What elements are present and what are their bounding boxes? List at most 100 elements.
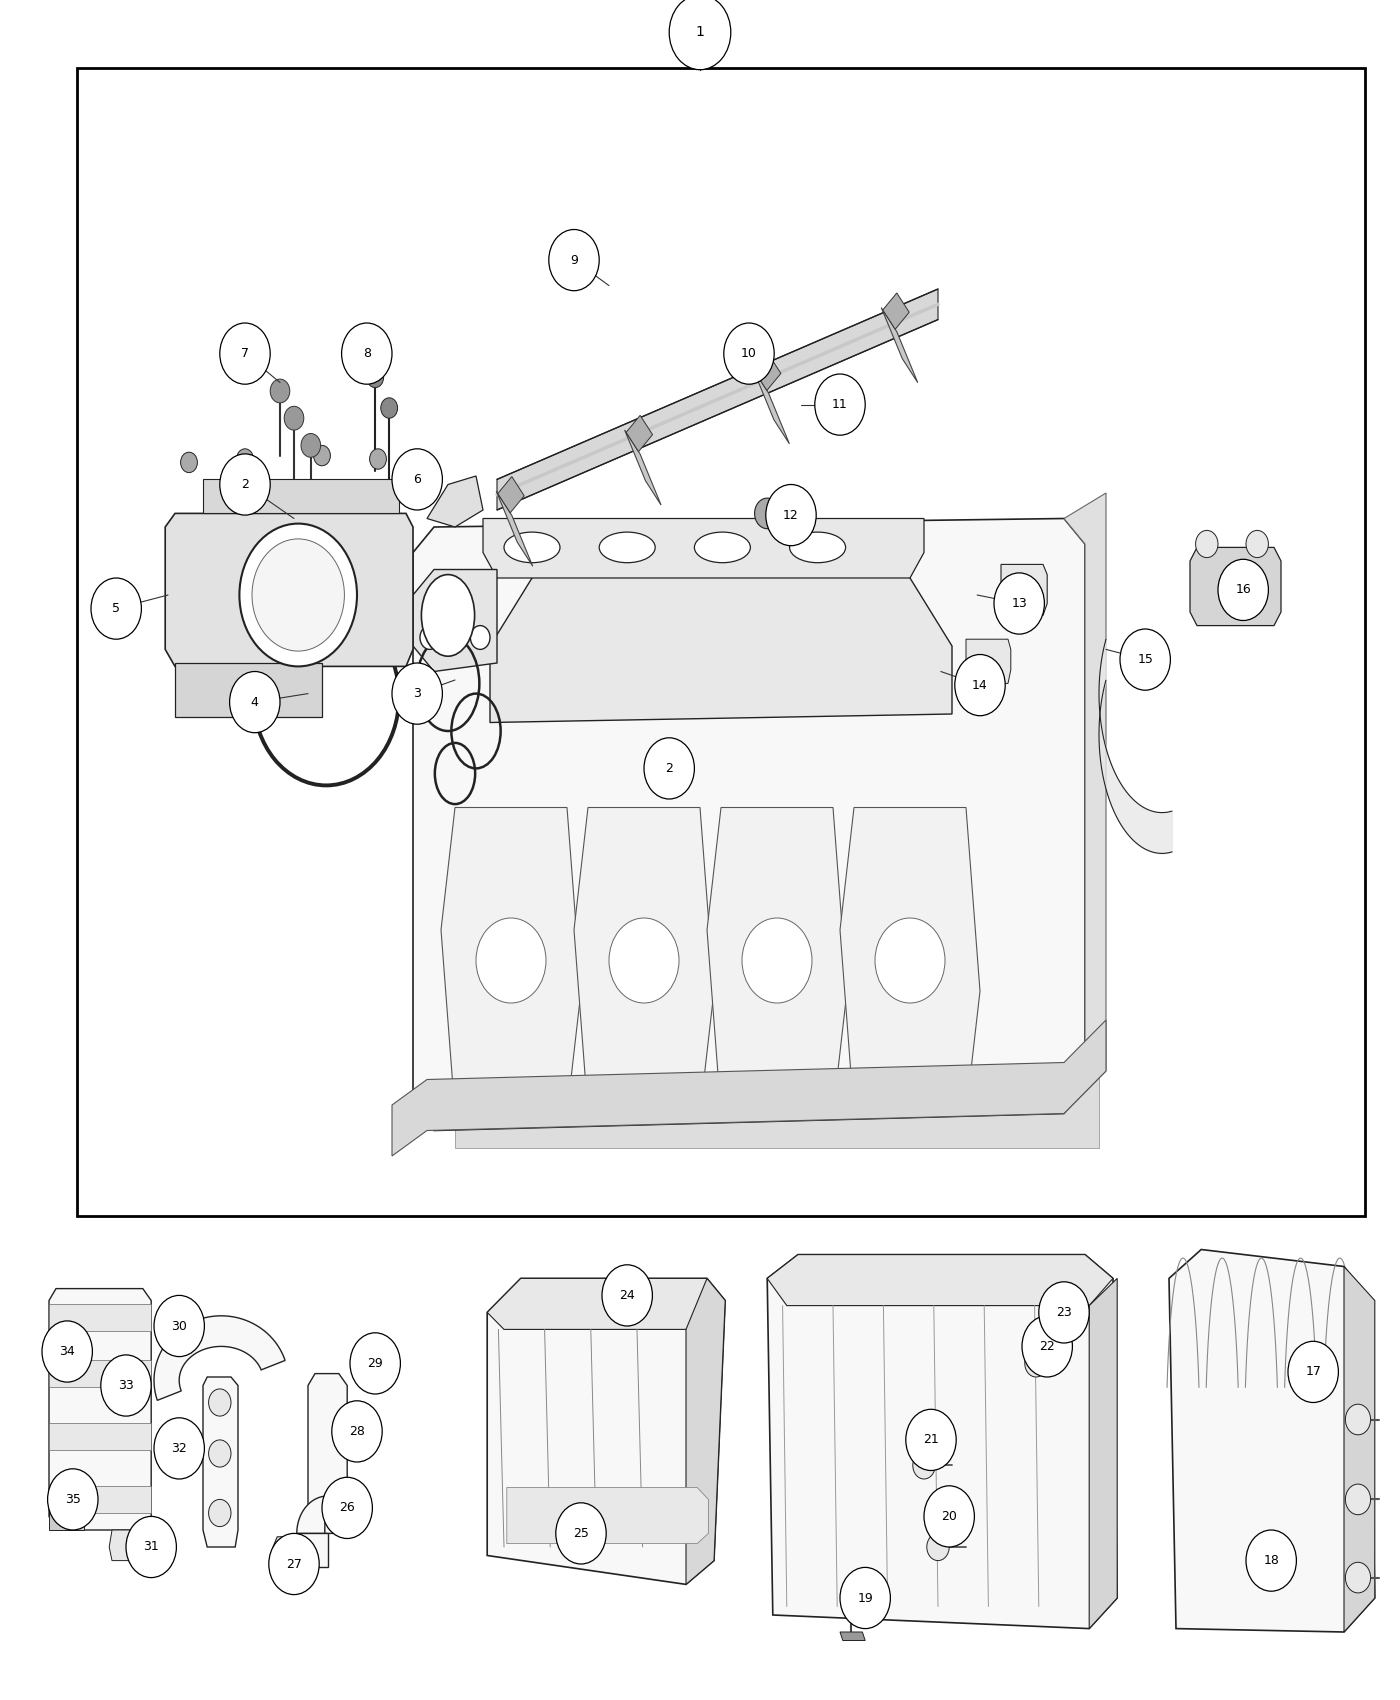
Polygon shape	[498, 476, 524, 513]
Polygon shape	[1344, 1266, 1375, 1632]
Text: 17: 17	[1305, 1365, 1322, 1379]
Circle shape	[1039, 1282, 1089, 1343]
Polygon shape	[109, 1530, 143, 1561]
Polygon shape	[343, 1408, 371, 1442]
Circle shape	[239, 524, 357, 666]
Circle shape	[1022, 1316, 1072, 1377]
Polygon shape	[49, 1499, 84, 1530]
Circle shape	[549, 230, 599, 291]
Polygon shape	[686, 1278, 725, 1584]
Polygon shape	[767, 1255, 1113, 1306]
Text: 6: 6	[413, 473, 421, 486]
Text: 35: 35	[64, 1493, 81, 1506]
Circle shape	[1196, 530, 1218, 558]
Text: 3: 3	[413, 687, 421, 700]
Circle shape	[332, 1401, 382, 1462]
Text: 30: 30	[171, 1319, 188, 1333]
Polygon shape	[154, 1316, 286, 1401]
Circle shape	[342, 323, 392, 384]
Circle shape	[755, 498, 780, 529]
Text: 25: 25	[573, 1527, 589, 1540]
Polygon shape	[49, 1289, 151, 1530]
Circle shape	[381, 398, 398, 418]
Polygon shape	[1001, 564, 1047, 615]
Circle shape	[284, 406, 304, 430]
Polygon shape	[427, 476, 483, 527]
Text: 15: 15	[1137, 653, 1154, 666]
Circle shape	[350, 1333, 400, 1394]
Text: 2: 2	[665, 762, 673, 775]
Polygon shape	[441, 808, 581, 1114]
Text: 2: 2	[241, 478, 249, 491]
Circle shape	[742, 918, 812, 1003]
Polygon shape	[840, 1632, 865, 1640]
Circle shape	[252, 539, 344, 651]
Polygon shape	[273, 1537, 302, 1578]
Text: 31: 31	[143, 1540, 160, 1554]
Circle shape	[181, 452, 197, 473]
Polygon shape	[483, 518, 924, 578]
Circle shape	[367, 367, 384, 388]
Polygon shape	[497, 289, 938, 510]
Polygon shape	[297, 1533, 328, 1567]
Circle shape	[955, 654, 1005, 716]
Circle shape	[301, 434, 321, 457]
Circle shape	[392, 663, 442, 724]
Circle shape	[1246, 1530, 1296, 1591]
Polygon shape	[308, 1374, 347, 1533]
Circle shape	[724, 323, 774, 384]
Circle shape	[48, 1469, 98, 1530]
Polygon shape	[496, 491, 533, 566]
Polygon shape	[297, 1496, 328, 1533]
Circle shape	[1345, 1562, 1371, 1593]
Text: 13: 13	[1011, 597, 1028, 610]
Circle shape	[644, 738, 694, 799]
Text: 19: 19	[857, 1591, 874, 1605]
Circle shape	[445, 626, 465, 649]
Circle shape	[994, 573, 1044, 634]
Circle shape	[924, 1486, 974, 1547]
Circle shape	[766, 484, 816, 546]
Circle shape	[1288, 1341, 1338, 1402]
Text: 29: 29	[367, 1357, 384, 1370]
Polygon shape	[49, 1486, 151, 1513]
Text: 10: 10	[741, 347, 757, 360]
Polygon shape	[881, 308, 918, 382]
Polygon shape	[203, 479, 399, 513]
Circle shape	[220, 454, 270, 515]
Polygon shape	[49, 1304, 151, 1331]
Circle shape	[840, 1567, 890, 1629]
Circle shape	[209, 1389, 231, 1416]
Circle shape	[1120, 629, 1170, 690]
Polygon shape	[487, 1278, 714, 1329]
Polygon shape	[203, 1377, 238, 1547]
Polygon shape	[626, 415, 652, 452]
Circle shape	[101, 1355, 151, 1416]
Text: 21: 21	[923, 1433, 939, 1447]
Bar	[77, 68, 1365, 1216]
Text: 8: 8	[363, 347, 371, 360]
Text: 7: 7	[241, 347, 249, 360]
Polygon shape	[753, 369, 790, 444]
Polygon shape	[507, 1488, 708, 1544]
Text: 33: 33	[118, 1379, 134, 1392]
Polygon shape	[1064, 493, 1106, 1114]
Circle shape	[669, 0, 731, 70]
Circle shape	[392, 449, 442, 510]
Circle shape	[1025, 1350, 1047, 1377]
Ellipse shape	[504, 532, 560, 563]
Text: 24: 24	[619, 1289, 636, 1302]
Circle shape	[209, 1440, 231, 1467]
Text: 22: 22	[1039, 1340, 1056, 1353]
Text: 23: 23	[1056, 1306, 1072, 1319]
Polygon shape	[840, 808, 980, 1114]
Circle shape	[815, 374, 865, 435]
Circle shape	[270, 379, 290, 403]
Circle shape	[276, 1542, 301, 1573]
Circle shape	[220, 323, 270, 384]
Polygon shape	[624, 430, 661, 505]
Text: 14: 14	[972, 678, 988, 692]
Polygon shape	[487, 1278, 725, 1584]
Polygon shape	[413, 570, 497, 672]
Text: 32: 32	[171, 1442, 188, 1455]
